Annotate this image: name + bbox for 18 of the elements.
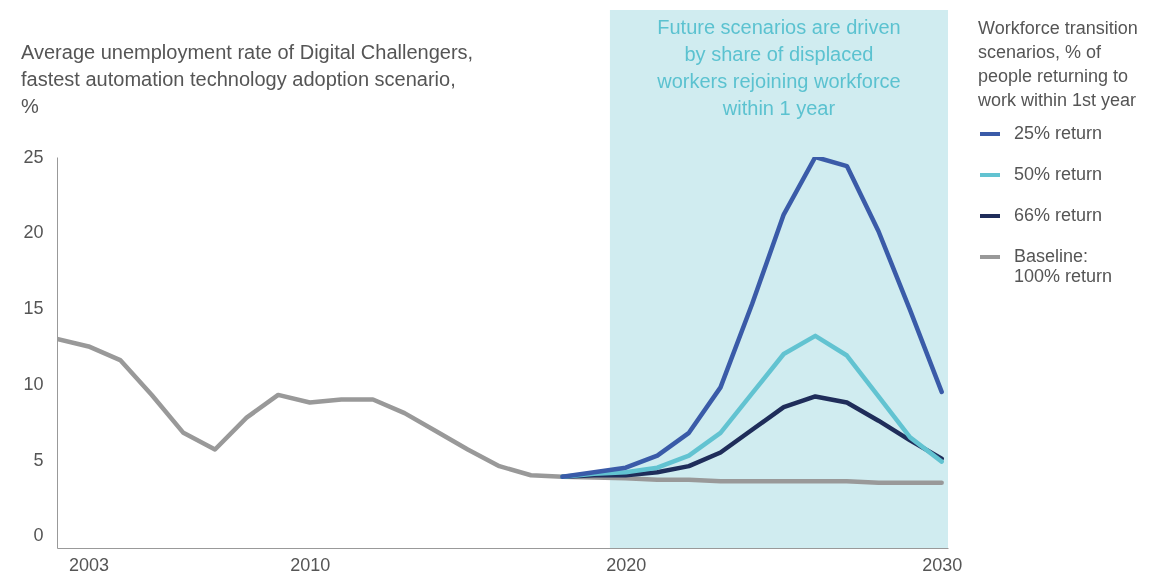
y-tick-label: 10 [23, 373, 44, 394]
line-series [560, 157, 944, 480]
y-tick-label: 0 [33, 525, 44, 546]
legend-label: 25% return [1014, 123, 1103, 143]
legend-label: 66% return [1014, 205, 1103, 225]
y-axis-title: Average unemployment rate of Digital Challengers, fastest automation technology adoption scenario, % [21, 41, 474, 117]
y-tick-label: 15 [23, 298, 44, 319]
legend-label: Baseline: 100% return [1014, 246, 1113, 286]
x-tick-label: 2020 [606, 554, 647, 575]
x-tick-label: 2030 [922, 554, 963, 575]
y-tick-label: 25 [23, 146, 44, 167]
legend-title: Workforce transition scenarios, % of people returning to work within 1st year [977, 18, 1138, 110]
y-tick-label: 5 [33, 449, 44, 470]
x-tick-label: 2010 [290, 554, 331, 575]
band-label: Future scenarios are driven by share of displaced workers rejoining workforce within 1 year [656, 16, 901, 119]
y-tick-label: 20 [23, 222, 44, 243]
x-tick-label: 2003 [69, 554, 110, 575]
legend-label: 50% return [1014, 164, 1103, 184]
